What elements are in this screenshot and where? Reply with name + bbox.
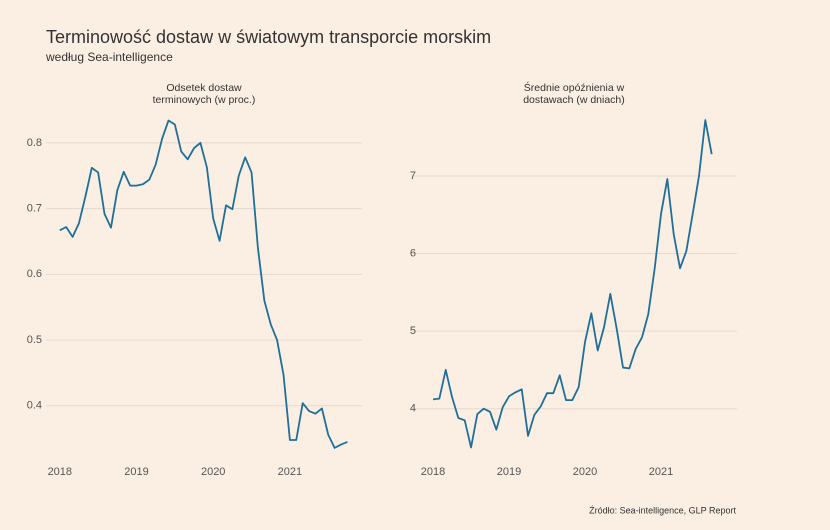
y-tick-label: 6 — [410, 247, 416, 259]
y-tick-label: 5 — [410, 325, 416, 337]
y-tick-label: 4 — [410, 403, 416, 415]
x-tick-label: 2020 — [201, 466, 225, 478]
x-tick-label: 2018 — [48, 466, 72, 478]
x-tick-label: 2021 — [278, 466, 302, 478]
y-tick-label: 0.5 — [27, 334, 42, 346]
x-tick-label: 2021 — [649, 466, 673, 478]
line-series — [432, 119, 713, 449]
y-tick-label: 0.6 — [27, 268, 42, 280]
x-tick-label: 2019 — [497, 466, 521, 478]
y-tick-label: 0.4 — [27, 400, 42, 412]
x-tick-label: 2020 — [573, 466, 597, 478]
y-tick-label: 0.8 — [27, 137, 42, 149]
y-tick-label: 0.7 — [27, 203, 42, 215]
source: Źródło: Sea-intelligence, GLP Report — [589, 505, 736, 515]
panel-title: Odsetek dostaw terminowych (w proc.) — [153, 82, 256, 106]
line-series — [59, 119, 348, 449]
y-tick-label: 7 — [410, 170, 416, 182]
x-tick-label: 2018 — [421, 466, 445, 478]
subtitle: według Sea-intelligence — [45, 50, 173, 64]
panel-title: Średnie opóźnienia w dostawach (w dniach) — [523, 81, 625, 106]
title: Terminowość dostaw w światowym transporc… — [46, 27, 491, 47]
x-tick-label: 2019 — [124, 466, 148, 478]
